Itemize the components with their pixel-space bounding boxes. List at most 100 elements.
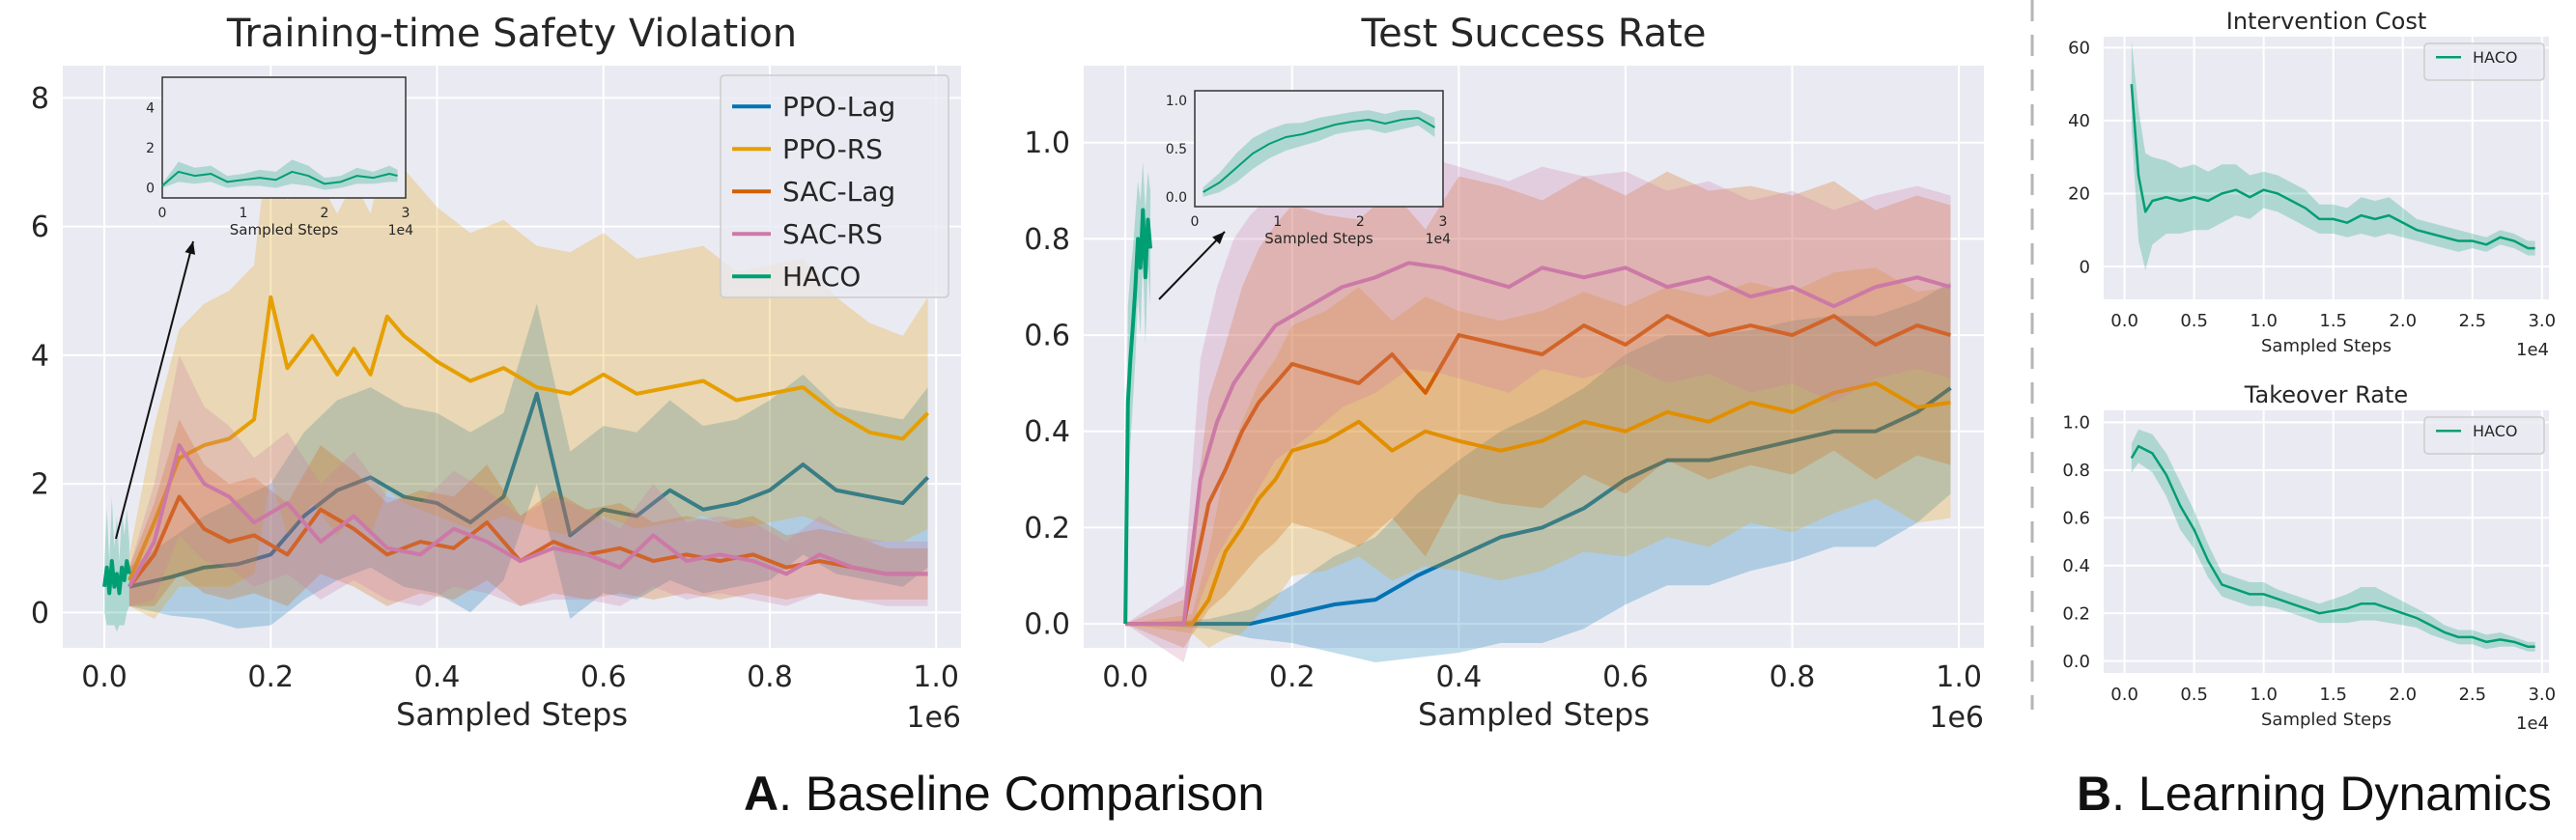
inset-arrow-head: [184, 241, 196, 255]
xtick-label: 2.0: [2389, 311, 2417, 331]
inset-x-axis-label: Sampled Steps: [1264, 230, 1373, 247]
xtick-label: 0.4: [414, 660, 461, 694]
inset-arrow-head: [1212, 232, 1225, 245]
ytick-label: 0.0: [1024, 608, 1070, 642]
ytick-label: 1.0: [2062, 413, 2090, 434]
inset-frame: [1194, 90, 1444, 208]
inset-x-multiplier: 1e4: [388, 223, 414, 238]
series-band-sac-rs: [1125, 156, 1951, 662]
inset-arrow-line: [1158, 231, 1226, 300]
ytick-label: 0.4: [2062, 556, 2090, 576]
ytick-label: 20: [2068, 184, 2090, 205]
legend-box: [2423, 42, 2545, 81]
xtick-label: 2.5: [2458, 685, 2486, 705]
xtick-label: 0.5: [2180, 685, 2208, 705]
series-line-haco: [1123, 208, 1153, 625]
xtick-label: 0.6: [1602, 660, 1649, 694]
caption-a-text: . Baseline Comparison: [778, 767, 1265, 821]
chart-title: Test Success Rate: [1361, 12, 1707, 56]
series-line-sac-lag: [1125, 314, 1952, 627]
xtick-label: 0.2: [247, 660, 294, 694]
xtick-label: 0.0: [2110, 311, 2138, 331]
inset-xtick-label: 0: [1191, 214, 1200, 230]
inset-series-line-haco: [1203, 117, 1435, 193]
inset-series-line-haco: [161, 170, 398, 187]
ytick-label: 0.4: [1024, 415, 1070, 449]
ytick-label: 0: [2080, 257, 2090, 277]
legend-label: SAC-RS: [782, 218, 883, 250]
legend-label: HACO: [2473, 48, 2517, 67]
x-axis-label: Sampled Steps: [2261, 336, 2392, 356]
series-band-haco: [2131, 429, 2535, 652]
x-axis-multiplier: 1e6: [906, 701, 961, 735]
ytick-label: 0.2: [2062, 603, 2090, 624]
inset-success: 0.0 0.5 1.0 0 1 2 3 Sampled Steps 1e4: [1158, 90, 1452, 300]
series-line-ppo-rs: [127, 294, 929, 581]
xtick-label: 0.4: [1435, 660, 1482, 694]
inset-ytick-label: 2: [146, 141, 155, 156]
xtick-label: 0.0: [81, 660, 127, 694]
series-line-haco: [2130, 84, 2535, 250]
legend-label: HACO: [2473, 422, 2517, 440]
chart-safety: 0 2 4 6 8 0.0 0.2 0.4 0.6 0.8 1.0 Training-time Saf…: [31, 12, 961, 735]
xtick-label: 0.5: [2180, 311, 2208, 331]
inset-xtick-label: 3: [402, 206, 410, 221]
series-band-sac-rs: [128, 354, 928, 606]
legend: HACO: [2423, 416, 2545, 455]
ytick-label: 6: [31, 210, 49, 244]
ytick-label: 2: [31, 468, 49, 502]
inset-x-multiplier: 1e4: [1426, 232, 1452, 247]
caption-a-letter: A: [744, 767, 779, 821]
series-band-ppo-lag: [128, 303, 928, 630]
xtick-label: 1.0: [913, 660, 959, 694]
xtick-label: 1.0: [2250, 685, 2278, 705]
inset-ytick-label: 0.5: [1166, 142, 1187, 157]
series-band-haco: [104, 496, 129, 632]
series-line-ppo-rs: [1125, 380, 1951, 627]
chart-takeover: 0.0 0.2 0.4 0.6 0.8 1.0 0.0 0.5 1.0 1.5 2.0 2.5 3.0 T…: [2062, 381, 2556, 734]
inset-xtick-label: 2: [1356, 214, 1365, 230]
ytick-label: 0.6: [1024, 320, 1070, 353]
series-line-ppo-lag: [128, 391, 929, 589]
ytick-label: 0.6: [2062, 509, 2090, 529]
series-band-ppo-rs: [128, 117, 928, 620]
inset-xtick-label: 1: [240, 206, 248, 221]
x-axis-label: Sampled Steps: [396, 696, 628, 733]
ytick-label: 0.8: [2062, 461, 2090, 481]
chart-title: Takeover Rate: [2244, 381, 2408, 408]
x-axis-multiplier: 1e4: [2516, 340, 2549, 360]
inset-xtick-label: 0: [158, 206, 167, 221]
ytick-label: 0.0: [2062, 652, 2090, 672]
inset-safety: 0 2 4 0 1 2 3 Sampled Steps 1e4: [115, 76, 414, 540]
series-band-haco: [2131, 40, 2535, 270]
inset-ytick-label: 4: [146, 100, 155, 116]
xtick-label: 0.0: [1102, 660, 1148, 694]
ytick-label: 60: [2068, 39, 2090, 59]
legend-box: [720, 74, 949, 298]
ytick-label: 0.8: [1024, 223, 1070, 257]
chart-title: Training-time Safety Violation: [226, 12, 797, 56]
series-line-sac-rs: [1125, 261, 1952, 627]
inset-xtick-label: 1: [1273, 214, 1282, 230]
caption-b: B. Learning Dynamics: [2077, 766, 2552, 822]
x-axis-multiplier: 1e4: [2516, 714, 2549, 734]
inset-ytick-label: 0.0: [1166, 190, 1187, 206]
series-line-haco: [102, 559, 131, 596]
legend: HACO: [2423, 42, 2545, 81]
legend-label: SAC-Lag: [782, 176, 895, 208]
legend-label: PPO-RS: [782, 133, 883, 165]
inset-x-axis-label: Sampled Steps: [230, 221, 339, 238]
series-line-sac-lag: [127, 494, 928, 588]
inset-ytick-label: 1.0: [1166, 94, 1187, 109]
series-band-ppo-lag: [1125, 282, 1951, 662]
xtick-label: 1.5: [2319, 685, 2347, 705]
xtick-label: 2.5: [2458, 311, 2486, 331]
xtick-label: 0.8: [747, 660, 793, 694]
chart-intervention: 0 20 40 60 0.0 0.5 1.0 1.5 2.0 2.5 3.0 Intervention…: [2068, 8, 2556, 360]
inset-xtick-label: 3: [1439, 214, 1448, 230]
series-line-ppo-lag: [1125, 386, 1952, 627]
chart-title: Intervention Cost: [2226, 8, 2426, 35]
series-band-sac-lag: [1125, 171, 1951, 649]
xtick-label: 1.0: [1936, 660, 1982, 694]
ytick-label: 0: [31, 597, 49, 630]
